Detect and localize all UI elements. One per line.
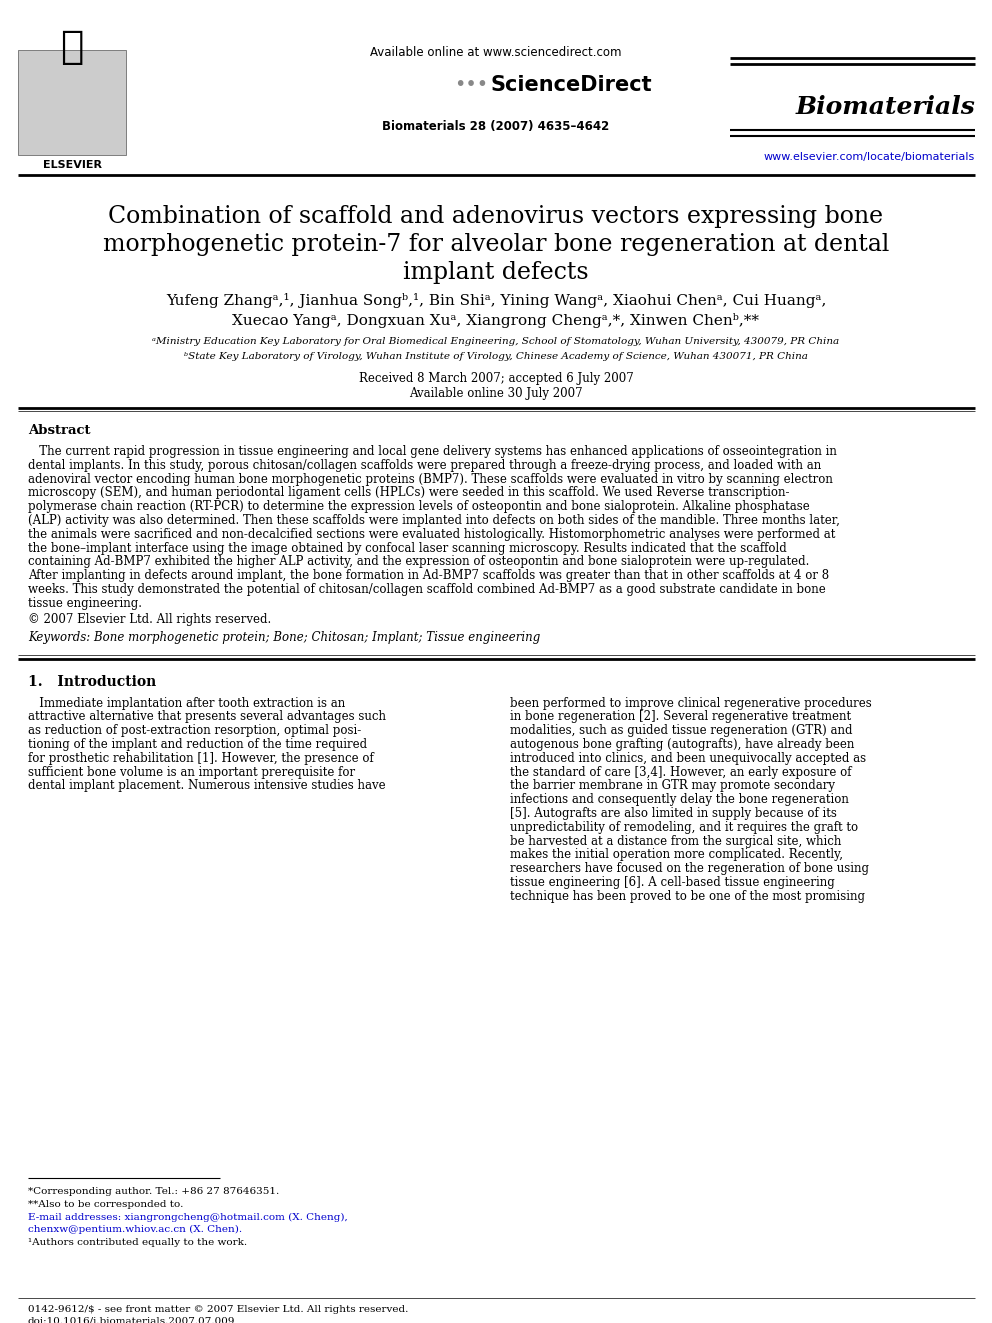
Text: Xuecao Yangᵃ, Dongxuan Xuᵃ, Xiangrong Chengᵃ,*, Xinwen Chenᵇ,**: Xuecao Yangᵃ, Dongxuan Xuᵃ, Xiangrong Ch… [232, 314, 760, 328]
Text: doi:10.1016/j.biomaterials.2007.07.009: doi:10.1016/j.biomaterials.2007.07.009 [28, 1316, 235, 1323]
Text: tioning of the implant and reduction of the time required: tioning of the implant and reduction of … [28, 738, 367, 751]
Text: tissue engineering.: tissue engineering. [28, 597, 142, 610]
Text: ᵃMinistry Education Key Laboratory for Oral Biomedical Engineering, School of St: ᵃMinistry Education Key Laboratory for O… [153, 337, 839, 347]
Bar [18, 50, 126, 155]
Text: ScienceDirect: ScienceDirect [491, 75, 653, 95]
Text: the bone–implant interface using the image obtained by confocal laser scanning m: the bone–implant interface using the ima… [28, 541, 787, 554]
Text: the standard of care [3,4]. However, an early exposure of: the standard of care [3,4]. However, an … [510, 766, 851, 779]
Text: ᵇState Key Laboratory of Virology, Wuhan Institute of Virology, Chinese Academy : ᵇState Key Laboratory of Virology, Wuhan… [185, 352, 807, 361]
Text: ELSEVIER: ELSEVIER [43, 160, 101, 169]
Text: www.elsevier.com/locate/biomaterials: www.elsevier.com/locate/biomaterials [764, 152, 975, 161]
Text: After implanting in defects around implant, the bone formation in Ad-BMP7 scaffo: After implanting in defects around impla… [28, 569, 829, 582]
Text: sufficient bone volume is an important prerequisite for: sufficient bone volume is an important p… [28, 766, 355, 779]
Text: infections and consequently delay the bone regeneration: infections and consequently delay the bo… [510, 794, 849, 806]
Text: (ALP) activity was also determined. Then these scaffolds were implanted into def: (ALP) activity was also determined. Then… [28, 515, 840, 527]
Text: 0142-9612/$ - see front matter © 2007 Elsevier Ltd. All rights reserved.: 0142-9612/$ - see front matter © 2007 El… [28, 1304, 409, 1314]
Text: modalities, such as guided tissue regeneration (GTR) and: modalities, such as guided tissue regene… [510, 724, 852, 737]
Text: be harvested at a distance from the surgical site, which: be harvested at a distance from the surg… [510, 835, 841, 848]
Text: implant defects: implant defects [403, 261, 589, 284]
Text: Biomaterials 28 (2007) 4635–4642: Biomaterials 28 (2007) 4635–4642 [382, 120, 610, 134]
Text: 1.   Introduction: 1. Introduction [28, 675, 157, 688]
Text: Available online at www.sciencedirect.com: Available online at www.sciencedirect.co… [370, 46, 622, 60]
Text: [5]. Autografts are also limited in supply because of its: [5]. Autografts are also limited in supp… [510, 807, 837, 820]
Text: been performed to improve clinical regenerative procedures: been performed to improve clinical regen… [510, 697, 872, 709]
Text: dental implants. In this study, porous chitosan/collagen scaffolds were prepared: dental implants. In this study, porous c… [28, 459, 821, 472]
Text: containing Ad-BMP7 exhibited the higher ALP activity, and the expression of oste: containing Ad-BMP7 exhibited the higher … [28, 556, 809, 569]
Text: chenxw@pentium.whiov.ac.cn (X. Chen).: chenxw@pentium.whiov.ac.cn (X. Chen). [28, 1225, 242, 1234]
Text: Abstract: Abstract [28, 423, 90, 437]
Text: polymerase chain reaction (RT-PCR) to determine the expression levels of osteopo: polymerase chain reaction (RT-PCR) to de… [28, 500, 809, 513]
Text: dental implant placement. Numerous intensive studies have: dental implant placement. Numerous inten… [28, 779, 386, 792]
Text: Immediate implantation after tooth extraction is an: Immediate implantation after tooth extra… [28, 697, 345, 709]
Text: © 2007 Elsevier Ltd. All rights reserved.: © 2007 Elsevier Ltd. All rights reserved… [28, 613, 271, 626]
Text: Yufeng Zhangᵃ,¹, Jianhua Songᵇ,¹, Bin Shiᵃ, Yining Wangᵃ, Xiaohui Chenᵃ, Cui Hua: Yufeng Zhangᵃ,¹, Jianhua Songᵇ,¹, Bin Sh… [166, 292, 826, 308]
Text: the barrier membrane in GTR may promote secondary: the barrier membrane in GTR may promote … [510, 779, 835, 792]
Text: Received 8 March 2007; accepted 6 July 2007: Received 8 March 2007; accepted 6 July 2… [359, 372, 633, 385]
Text: researchers have focused on the regeneration of bone using: researchers have focused on the regenera… [510, 863, 869, 876]
Text: in bone regeneration [2]. Several regenerative treatment: in bone regeneration [2]. Several regene… [510, 710, 851, 724]
Text: unpredictability of remodeling, and it requires the graft to: unpredictability of remodeling, and it r… [510, 820, 858, 833]
Text: tissue engineering [6]. A cell-based tissue engineering: tissue engineering [6]. A cell-based tis… [510, 876, 834, 889]
Text: adenoviral vector encoding human bone morphogenetic proteins (BMP7). These scaff: adenoviral vector encoding human bone mo… [28, 472, 833, 486]
Text: Keywords: Bone morphogenetic protein; Bone; Chitosan; Implant; Tissue engineerin: Keywords: Bone morphogenetic protein; Bo… [28, 631, 541, 643]
Text: technique has been proved to be one of the most promising: technique has been proved to be one of t… [510, 890, 865, 902]
Text: *Corresponding author. Tel.: +86 27 87646351.: *Corresponding author. Tel.: +86 27 8764… [28, 1187, 280, 1196]
Text: as reduction of post-extraction resorption, optimal posi-: as reduction of post-extraction resorpti… [28, 724, 361, 737]
Bar [0, 0, 992, 175]
Text: for prosthetic rehabilitation [1]. However, the presence of: for prosthetic rehabilitation [1]. Howev… [28, 751, 374, 765]
Text: the animals were sacrificed and non-decalcified sections were evaluated histolog: the animals were sacrificed and non-deca… [28, 528, 835, 541]
Text: introduced into clinics, and been unequivocally accepted as: introduced into clinics, and been unequi… [510, 751, 866, 765]
Text: E-mail addresses: xiangrongcheng@hotmail.com (X. Cheng),: E-mail addresses: xiangrongcheng@hotmail… [28, 1213, 348, 1222]
Text: The current rapid progression in tissue engineering and local gene delivery syst: The current rapid progression in tissue … [28, 445, 837, 458]
Text: attractive alternative that presents several advantages such: attractive alternative that presents sev… [28, 710, 386, 724]
Text: autogenous bone grafting (autografts), have already been: autogenous bone grafting (autografts), h… [510, 738, 854, 751]
Text: •••: ••• [454, 75, 488, 94]
Text: weeks. This study demonstrated the potential of chitosan/collagen scaffold combi: weeks. This study demonstrated the poten… [28, 583, 825, 595]
Text: morphogenetic protein-7 for alveolar bone regeneration at dental: morphogenetic protein-7 for alveolar bon… [103, 233, 889, 255]
Text: Combination of scaffold and adenovirus vectors expressing bone: Combination of scaffold and adenovirus v… [108, 205, 884, 228]
Text: Biomaterials: Biomaterials [796, 95, 975, 119]
Text: makes the initial operation more complicated. Recently,: makes the initial operation more complic… [510, 848, 843, 861]
Text: 🌲: 🌲 [61, 28, 83, 66]
Text: **Also to be corresponded to.: **Also to be corresponded to. [28, 1200, 184, 1209]
Text: microscopy (SEM), and human periodontal ligament cells (HPLCs) were seeded in th: microscopy (SEM), and human periodontal … [28, 487, 790, 499]
Text: ¹Authors contributed equally to the work.: ¹Authors contributed equally to the work… [28, 1238, 247, 1248]
Text: Available online 30 July 2007: Available online 30 July 2007 [409, 388, 583, 400]
